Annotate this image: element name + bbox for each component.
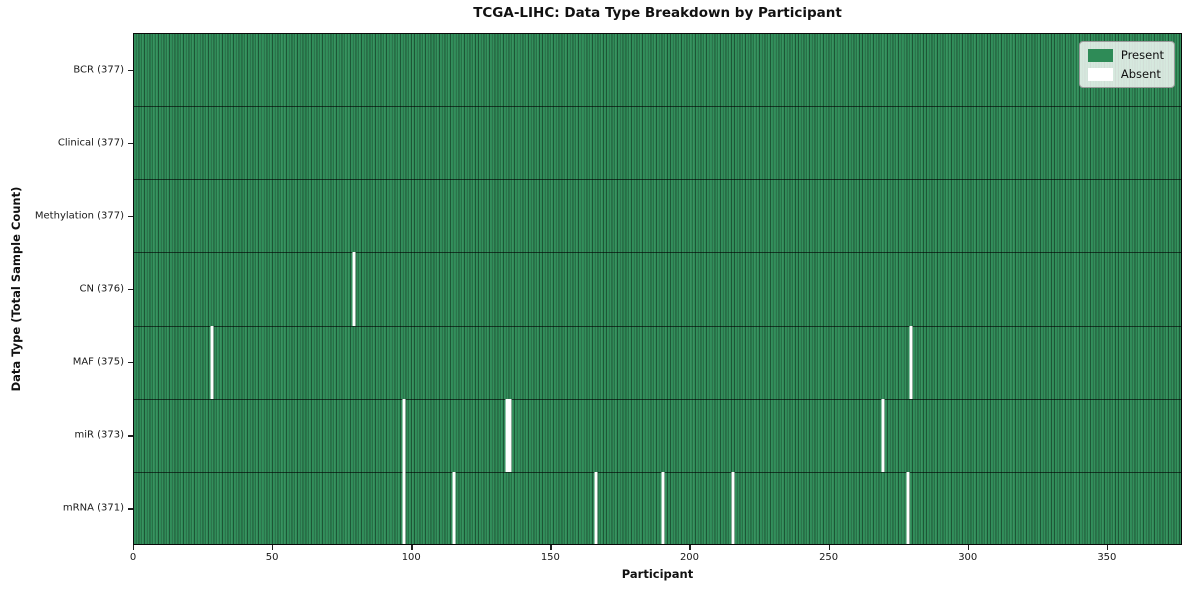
x-tick-label: 250: [819, 552, 839, 563]
x-tick-mark: [272, 545, 274, 550]
absent-swatch: [1087, 67, 1113, 81]
y-tick-mark: [128, 69, 133, 71]
x-tick-mark: [133, 545, 135, 550]
y-tick-label: Methylation (377): [34, 210, 124, 222]
x-tick-label: 150: [540, 552, 560, 563]
chart-title: TCGA-LIHC: Data Type Breakdown by Partic…: [473, 5, 842, 21]
y-tick-mark: [128, 362, 133, 364]
absent-cell-CN-79: [352, 252, 356, 326]
y-tick-label: CN (376): [79, 283, 124, 295]
x-tick-mark: [1106, 545, 1109, 550]
y-tick-mark: [128, 508, 133, 510]
y-tick-label: MAF (375): [72, 356, 124, 368]
y-tick-label: BCR (377): [73, 64, 124, 76]
y-tick-mark: [128, 215, 133, 218]
absent-cell-MAF-279: [909, 325, 913, 399]
legend-label: Absent: [1120, 67, 1161, 81]
y-tick-label: mRNA (371): [62, 502, 124, 514]
absent-cell-mRNA-278: [906, 471, 910, 545]
x-tick-mark: [828, 545, 830, 550]
y-tick-mark: [128, 435, 133, 437]
absent-cell-MAF-28: [210, 325, 214, 399]
x-tick-label: 300: [958, 552, 978, 563]
y-tick-label: miR (373): [74, 429, 124, 441]
x-tick-label: 350: [1097, 552, 1117, 563]
absent-cell-mRNA-115: [452, 471, 456, 545]
y-tick-label: Clinical (377): [57, 137, 124, 149]
x-axis-label: Participant: [621, 567, 694, 581]
x-tick-label: 0: [129, 552, 137, 563]
plot-area: Present Absent: [133, 33, 1182, 545]
absent-cell-miR-135: [508, 398, 512, 472]
present-swatch: [1087, 48, 1113, 62]
absent-cell-mRNA-215: [731, 471, 735, 545]
legend: Present Absent: [1078, 41, 1175, 88]
row-separator: [133, 179, 1182, 181]
y-tick-mark: [128, 289, 133, 291]
legend-item-absent: Absent: [1087, 67, 1164, 81]
absent-cell-mRNA-190: [661, 471, 665, 545]
x-tick-label: 50: [265, 552, 279, 563]
x-tick-mark: [689, 545, 691, 550]
absent-cell-miR-269: [881, 398, 885, 472]
x-tick-label: 100: [401, 552, 421, 563]
row-separator: [133, 325, 1182, 327]
plot-cells: [133, 33, 1182, 545]
absent-cell-miR-134: [505, 398, 509, 472]
row-separator: [133, 252, 1182, 254]
y-tick-mark: [128, 142, 133, 144]
legend-item-present: Present: [1087, 48, 1164, 62]
x-tick-mark: [411, 545, 413, 550]
x-tick-mark: [550, 545, 552, 550]
row-separator: [133, 398, 1182, 400]
absent-cell-mRNA-97: [402, 471, 406, 545]
x-tick-mark: [967, 545, 970, 550]
row-separator: [133, 471, 1182, 473]
absent-cell-mRNA-166: [594, 471, 598, 545]
absent-cell-miR-97: [402, 398, 406, 472]
x-tick-label: 200: [679, 552, 700, 563]
row-separator: [133, 106, 1182, 108]
legend-label: Present: [1120, 48, 1164, 62]
